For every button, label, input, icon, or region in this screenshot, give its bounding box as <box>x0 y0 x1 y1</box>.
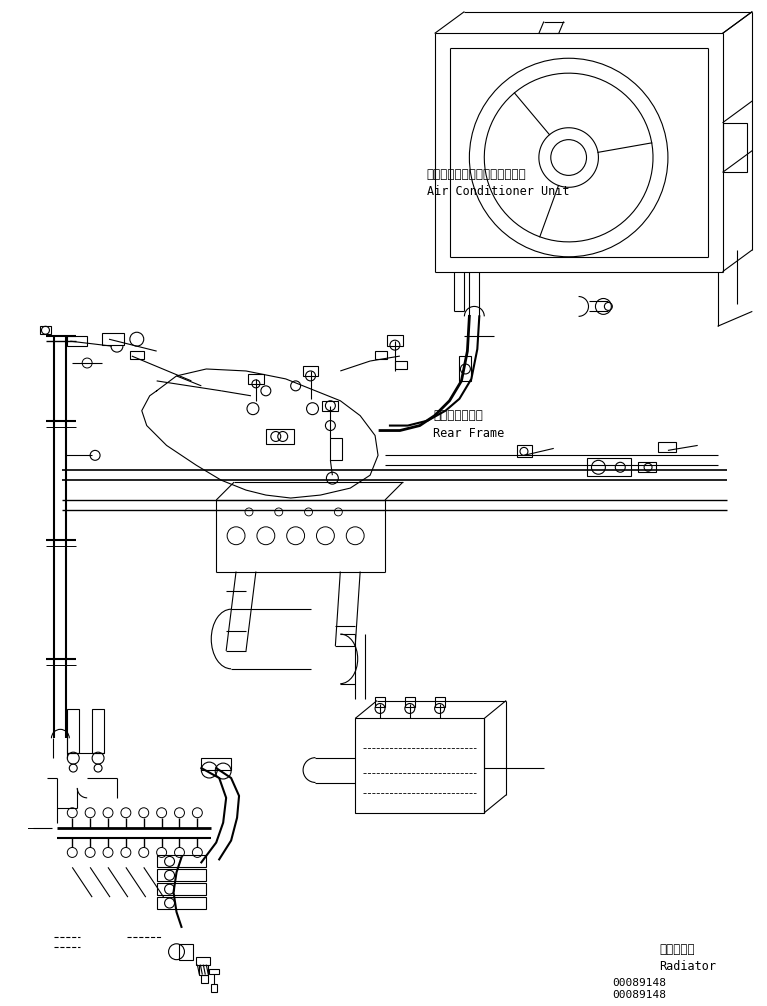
Bar <box>156 883 206 895</box>
Bar <box>156 869 206 881</box>
Bar <box>658 443 676 453</box>
Bar <box>156 897 206 909</box>
Bar <box>638 463 656 472</box>
Bar <box>156 855 206 867</box>
Text: 00089148: 00089148 <box>612 979 667 988</box>
Bar <box>375 696 385 706</box>
Text: リヤーフレーム: リヤーフレーム <box>433 409 483 423</box>
Bar <box>248 374 264 384</box>
Bar <box>375 351 387 359</box>
Text: Rear Frame: Rear Frame <box>433 428 504 440</box>
Bar <box>67 336 87 346</box>
Bar <box>395 361 407 369</box>
Bar <box>199 965 209 975</box>
Bar <box>201 759 231 770</box>
Bar <box>331 439 342 461</box>
Text: 00089148: 00089148 <box>612 991 667 1000</box>
Bar <box>322 400 338 410</box>
Bar <box>459 356 472 381</box>
Bar <box>179 944 193 960</box>
Bar <box>723 123 747 172</box>
Bar <box>303 366 318 376</box>
Bar <box>209 969 219 974</box>
Text: Air Conditioner Unit: Air Conditioner Unit <box>427 185 569 198</box>
Bar <box>201 975 209 983</box>
Bar <box>130 351 143 359</box>
Text: エアーコンディショナユニット: エアーコンディショナユニット <box>427 168 527 180</box>
Bar <box>405 696 415 706</box>
Bar <box>517 446 532 458</box>
Bar <box>40 326 51 334</box>
Bar <box>102 333 124 345</box>
Bar <box>587 459 631 476</box>
Bar <box>435 696 445 706</box>
Bar <box>92 708 104 753</box>
Text: ラジエータ: ラジエータ <box>659 943 695 956</box>
Text: Radiator: Radiator <box>659 961 716 974</box>
Bar <box>387 335 403 346</box>
Bar <box>266 429 294 445</box>
Bar <box>196 957 210 965</box>
Bar <box>67 708 79 753</box>
Bar <box>355 718 484 813</box>
Bar <box>211 985 217 993</box>
